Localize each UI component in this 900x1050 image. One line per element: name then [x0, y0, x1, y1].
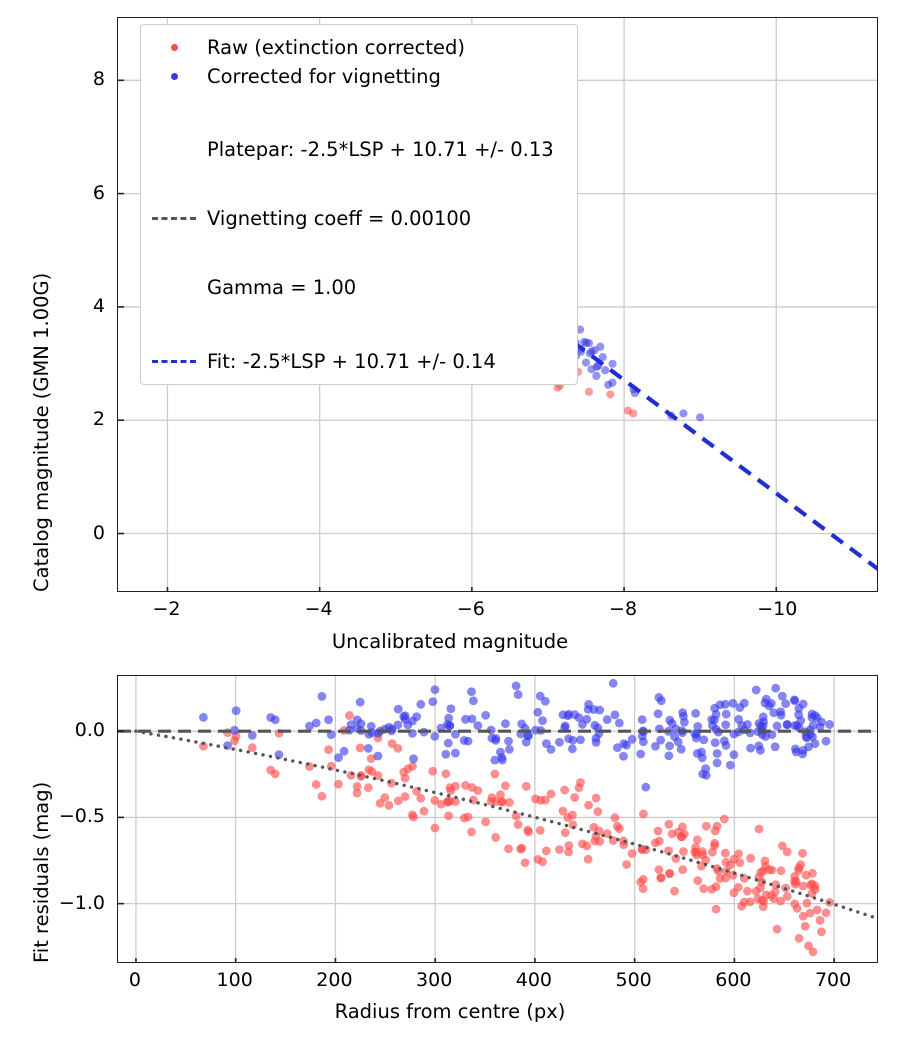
legend-entry-platepar: Platepar: -2.5*LSP + 10.71 +/- 0.13 Vign…	[151, 92, 565, 345]
bottom-x-tick: 0	[128, 969, 141, 991]
bottom-axes-frame	[117, 675, 878, 963]
top-y-tick: 0	[92, 521, 105, 544]
top-x-tick: −8	[609, 598, 638, 620]
top-y-tick: 8	[92, 68, 105, 91]
bottom-y-tick: −0.5	[58, 805, 105, 828]
legend-label-platepar: Platepar: -2.5*LSP + 10.71 +/- 0.13 Vign…	[207, 92, 554, 345]
legend-label-corrected: Corrected for vignetting	[207, 64, 441, 88]
top-x-axis-label: Uncalibrated magnitude	[331, 630, 569, 653]
bottom-x-axis-label: Radius from centre (px)	[334, 1000, 566, 1023]
legend-label-fit: Fit: -2.5*LSP + 10.71 +/- 0.14	[207, 349, 496, 373]
bottom-x-tick: 300	[416, 969, 453, 991]
marker-red-icon	[151, 38, 197, 58]
top-x-tick: −2	[152, 598, 181, 620]
bottom-x-tick: 500	[615, 969, 652, 991]
bottom-x-tick: 400	[515, 969, 553, 991]
legend-entry-fit: Fit: -2.5*LSP + 10.71 +/- 0.14	[151, 347, 565, 376]
dashed-grey-line-icon	[151, 209, 197, 229]
top-y-tick: 2	[92, 408, 105, 431]
bottom-x-tick: 600	[715, 969, 752, 991]
legend: Raw (extinction corrected) Corrected for…	[140, 24, 578, 385]
top-y-axis-label: Catalog magnitude (GMN 1.00G)	[30, 272, 53, 592]
legend-entry-corrected: Corrected for vignetting	[151, 62, 565, 91]
legend-platepar-line-3: Gamma = 1.00	[207, 276, 357, 299]
bottom-x-tick: 200	[316, 969, 353, 991]
legend-platepar-line-2: Vignetting coeff = 0.00100	[207, 207, 472, 230]
bottom-y-tick: −1.0	[58, 891, 105, 914]
legend-platepar-line-1: Platepar: -2.5*LSP + 10.71 +/- 0.13	[207, 138, 554, 161]
bottom-plot-canvas	[118, 676, 877, 962]
legend-entry-raw: Raw (extinction corrected)	[151, 33, 565, 62]
marker-blue-icon	[151, 67, 197, 87]
top-x-tick: −6	[456, 598, 485, 620]
top-y-tick: 4	[92, 294, 105, 317]
bottom-x-tick: 700	[814, 969, 852, 991]
top-x-tick: −10	[757, 598, 798, 620]
dashed-blue-line-icon	[151, 352, 197, 372]
bottom-y-axis-label: Fit residuals (mag)	[30, 781, 53, 963]
top-x-tick: −4	[304, 598, 333, 620]
fit-residuals-panel	[117, 675, 878, 963]
bottom-y-tick: 0.0	[74, 719, 105, 742]
top-y-tick: 6	[92, 181, 105, 204]
legend-label-raw: Raw (extinction corrected)	[207, 35, 465, 59]
bottom-x-tick: 100	[216, 969, 253, 991]
